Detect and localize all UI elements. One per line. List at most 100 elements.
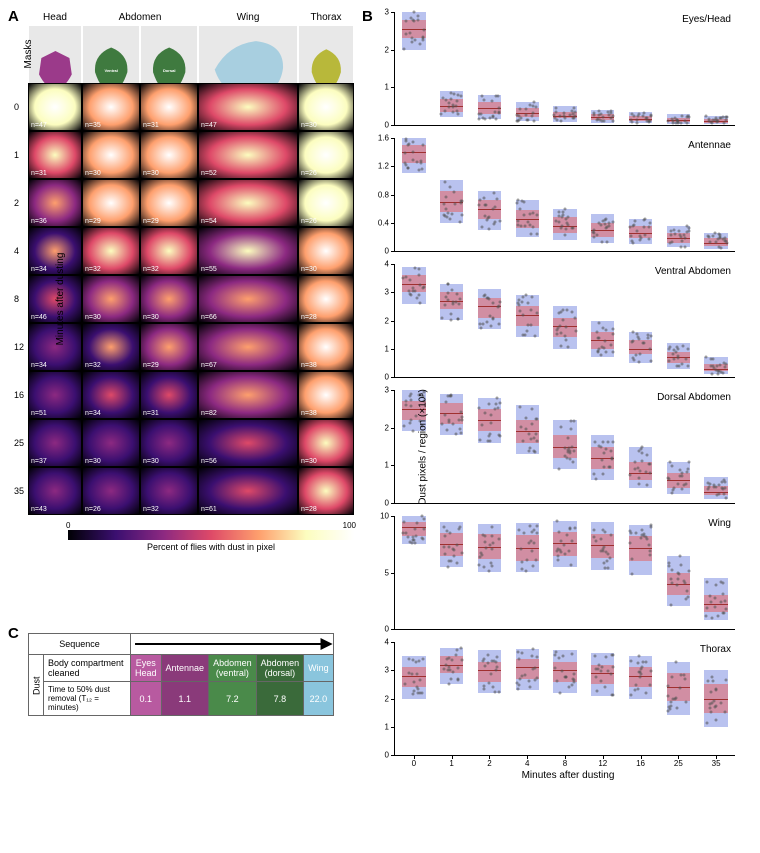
data-point (405, 276, 408, 279)
n-label: n=29 (85, 218, 101, 225)
heat-cell: n=30 (82, 275, 140, 323)
data-point (686, 596, 689, 599)
data-point (486, 654, 489, 657)
data-point (629, 531, 632, 534)
heat-cell: n=26 (298, 179, 354, 227)
data-point (639, 353, 642, 356)
heat-cell: n=38 (298, 371, 354, 419)
data-point (559, 119, 562, 122)
data-point (718, 233, 721, 236)
data-point (557, 220, 560, 223)
data-point (649, 221, 652, 224)
data-point (565, 221, 568, 224)
data-point (671, 353, 674, 356)
data-point (561, 655, 564, 658)
n-label: n=30 (85, 170, 101, 177)
data-point (611, 220, 614, 223)
data-point (604, 219, 607, 222)
data-point (531, 564, 534, 567)
data-point (518, 108, 521, 111)
data-point (708, 485, 711, 488)
data-point (530, 295, 533, 298)
data-point (673, 229, 676, 232)
data-point (612, 115, 615, 118)
data-point (610, 450, 613, 453)
data-point (487, 227, 490, 230)
n-label: n=56 (201, 458, 217, 465)
col-header-wing: Wing (198, 12, 298, 23)
data-point (574, 527, 577, 530)
data-point (712, 700, 715, 703)
data-point (571, 677, 574, 680)
heat-row-12: 12n=34n=32n=29n=67n=38 (28, 323, 354, 371)
data-point (635, 230, 638, 233)
data-point (629, 473, 632, 476)
time-label-2: 2 (14, 198, 19, 208)
data-point (573, 420, 576, 423)
data-point (480, 423, 483, 426)
data-point (684, 236, 687, 239)
heat-cell: n=30 (140, 131, 198, 179)
data-point (712, 485, 715, 488)
x-tick-label: 4 (525, 759, 529, 768)
data-point (644, 217, 647, 220)
data-point (671, 675, 674, 678)
y-tick-label: 0 (385, 751, 395, 760)
data-point (573, 449, 576, 452)
data-point (415, 297, 418, 300)
data-point (648, 549, 651, 552)
data-point (497, 322, 500, 325)
heat-cell: n=30 (140, 275, 198, 323)
svg-text:Ventral: Ventral (104, 69, 117, 74)
data-point (416, 686, 419, 689)
data-point (422, 527, 425, 530)
data-point (569, 527, 572, 530)
data-point (527, 680, 530, 683)
data-point (637, 476, 640, 479)
data-point (669, 345, 672, 348)
data-point (405, 32, 408, 35)
data-point (485, 218, 488, 221)
data-point (569, 458, 572, 461)
data-point (418, 659, 421, 662)
data-point (410, 672, 413, 675)
data-point (681, 115, 684, 118)
colorbar: 0 100 Percent of flies with dust in pixe… (48, 521, 374, 552)
data-point (483, 664, 486, 667)
data-point (497, 306, 500, 309)
data-point (407, 290, 410, 293)
data-point (601, 459, 604, 462)
data-point (413, 39, 416, 42)
data-point (679, 563, 682, 566)
data-point (458, 528, 461, 531)
heat-cell: n=26 (298, 131, 354, 179)
row1-label: Body compartment cleaned (44, 655, 131, 682)
n-label: n=26 (301, 218, 317, 225)
y-tick-label: 1 (385, 461, 395, 470)
data-point (456, 544, 459, 547)
data-point (534, 417, 537, 420)
data-point (519, 310, 522, 313)
panel-a: A Head Abdomen Wing Thorax Masks Ventral… (8, 8, 354, 617)
data-point (639, 537, 642, 540)
heat-cell: n=28 (298, 467, 354, 515)
data-point (572, 116, 575, 119)
data-point (448, 545, 451, 548)
data-point (645, 484, 648, 487)
data-point (555, 650, 558, 653)
data-point (647, 462, 650, 465)
data-point (443, 202, 446, 205)
data-point (405, 532, 408, 535)
data-point (599, 537, 602, 540)
data-point (710, 600, 713, 603)
data-point (423, 518, 426, 521)
data-point (442, 545, 445, 548)
data-point (444, 664, 447, 667)
data-point (528, 542, 531, 545)
data-point (488, 433, 491, 436)
data-point (636, 336, 639, 339)
data-point (667, 477, 670, 480)
data-point (603, 567, 606, 570)
data-point (558, 549, 561, 552)
subchart-title: Wing (708, 518, 731, 529)
